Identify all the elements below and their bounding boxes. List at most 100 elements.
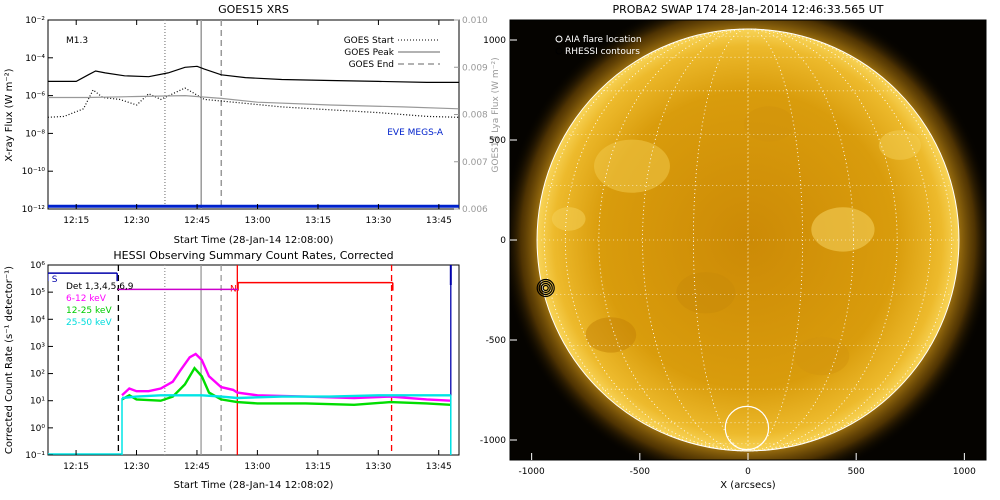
goes-y2-ticks: 0.010 0.009 0.008 0.007 0.006 (454, 16, 488, 215)
swap-legend: AIA flare location RHESSI contours (555, 35, 642, 57)
swap-y-tick-label: -1000 (480, 436, 506, 446)
legend-goes-end: GOES End (349, 60, 394, 70)
hessi-y-tick-label: 10⁵ (30, 288, 45, 298)
swap-x-tick-label: -500 (630, 467, 651, 477)
goes-y2-tick-label: 0.008 (462, 111, 488, 121)
swap-x-ticks: -1000 -500 0 500 1000 (519, 453, 976, 477)
goes-y-axis-label: X-ray Flux (W m⁻²) (4, 68, 15, 161)
swap-image-panel: PROBA2 SWAP 174 28-Jan-2014 12:46:33.565… (480, 3, 987, 491)
swap-y-tick-label: 1000 (483, 36, 506, 46)
swap-x-tick-label: 500 (848, 467, 865, 477)
hessi-flag-label-0: S (52, 275, 58, 285)
hessi-series-25-50-keV (121, 394, 451, 400)
hessi-panel: HESSI Observing Summary Count Rates, Cor… (4, 249, 460, 491)
goes-x-tick-label: 12:45 (184, 216, 210, 226)
legend-12-25-kev: 12-25 keV (66, 306, 112, 316)
rhessi-contour-1 (540, 282, 551, 294)
goes-y-tick-label: 10⁻¹⁰ (22, 167, 46, 177)
hessi-x-ticks: 12:15 12:30 12:45 13:00 13:15 13:30 13:45 (63, 450, 452, 472)
goes-x-ticks: 12:15 12:30 12:45 13:00 13:15 13:30 13:45 (63, 20, 452, 226)
hessi-x-tick-label: 12:30 (124, 462, 150, 472)
hessi-detectors-label: Det 1,3,4,5,6,9 (66, 282, 134, 292)
goes-legend: GOES Start GOES Peak GOES End (344, 36, 440, 70)
goes-y-tick-label: 10⁻⁶ (25, 92, 45, 102)
goes-y-tick-label: 10⁻¹² (22, 205, 46, 215)
goes-series-line-0 (48, 65, 459, 83)
goes-x-tick-label: 13:30 (365, 216, 391, 226)
legend-25-50-kev: 25-50 keV (66, 318, 112, 328)
surface-feature-5 (585, 317, 637, 353)
solar-limb (536, 28, 960, 452)
hessi-x-tick-label: 13:30 (365, 462, 391, 472)
goes-x-axis-label: Start Time (28-Jan-14 12:08:00) (174, 235, 334, 246)
goes-series-line-1 (48, 87, 459, 118)
hessi-y-tick-label: 10³ (30, 342, 45, 352)
goes-y-tick-label: 10⁻⁴ (25, 54, 45, 64)
eve-megs-label: EVE MEGS-A (387, 128, 444, 138)
hessi-y-tick-label: 10⁻¹ (25, 451, 45, 461)
hessi-x-tick-label: 12:45 (184, 462, 210, 472)
legend-rhessi-swatch (555, 47, 563, 55)
goes-y-ticks: 10⁻² 10⁻⁴ 10⁻⁶ 10⁻⁸ 10⁻¹⁰ 10⁻¹² (22, 16, 53, 215)
goes-time-markers (164, 20, 223, 209)
hessi-series-12-25-keV (121, 366, 451, 407)
hessi-series (48, 352, 452, 455)
swap-y-tick-label: -500 (486, 336, 507, 346)
swap-title: PROBA2 SWAP 174 28-Jan-2014 12:46:33.565… (612, 3, 883, 16)
swap-x-axis-label: X (arcsecs) (720, 480, 776, 491)
legend-goes-peak: GOES Peak (344, 48, 394, 58)
goes-x-tick-label: 13:00 (245, 216, 271, 226)
rhessi-contour-0 (542, 284, 549, 292)
swap-x-tick-label: -1000 (519, 467, 545, 477)
goes-y2-axis-label: GOES15 Lya Flux (W m⁻²) (491, 57, 501, 172)
goes-y-tick-label: 10⁻⁸ (25, 129, 45, 139)
solar-surface-texture (551, 106, 921, 376)
hessi-y-tick-label: 10⁶ (30, 261, 45, 271)
goes-x-tick-label: 13:45 (426, 216, 452, 226)
legend-6-12-kev: 6-12 keV (66, 294, 107, 304)
goes-y2-tick-label: 0.006 (462, 205, 488, 215)
goes-xrs-panel: GOES15 XRS 12:15 12:30 12:45 13:00 13:15 13:3… (4, 3, 501, 246)
goes-x-tick-label: 12:30 (124, 216, 150, 226)
goes-series-line-2 (48, 94, 459, 110)
goes-series (48, 65, 459, 208)
surface-feature-7 (551, 207, 586, 231)
hessi-x-tick-label: 13:00 (244, 462, 270, 472)
hessi-x-tick-label: 13:45 (426, 462, 452, 472)
legend-aia-swatch (555, 35, 563, 43)
rhessi-contour-2 (538, 280, 553, 296)
goes-y-tick-label: 10⁻² (25, 16, 45, 26)
surface-feature-6 (794, 336, 850, 376)
goes-title: GOES15 XRS (218, 3, 289, 16)
hessi-flags: SN (48, 265, 452, 295)
swap-x-tick-label: 1000 (953, 467, 976, 477)
grid-longitude-line (642, 28, 854, 452)
hessi-time-markers (117, 265, 452, 455)
rhessi-contours (536, 278, 555, 298)
surface-feature-3 (676, 272, 736, 314)
swap-x-tick-label: 0 (745, 467, 751, 477)
goes-y2-tick-label: 0.007 (462, 158, 488, 168)
hessi-y-tick-label: 10¹ (30, 397, 45, 407)
surface-feature-4 (743, 106, 795, 142)
goes-x-tick-label: 12:15 (63, 216, 89, 226)
rhessi-contour-3 (536, 278, 555, 298)
hessi-y-axis-label: Corrected Count Rate (s⁻¹ detector⁻¹) (4, 266, 15, 454)
swap-y-tick-label: 0 (500, 236, 506, 246)
surface-feature-0 (594, 139, 670, 193)
goes-y2-tick-label: 0.010 (462, 16, 488, 26)
swap-y-ticks: 1000 500 0 -500 -1000 (480, 36, 517, 446)
surface-feature-2 (878, 130, 921, 160)
goes-y2-tick-label: 0.009 (462, 63, 488, 73)
hessi-y-tick-label: 10² (30, 370, 45, 380)
hessi-plot-frame (47, 264, 460, 456)
goes-x-tick-label: 13:15 (305, 216, 331, 226)
hessi-y-ticks: 10⁶ 10⁵ 10⁴ 10³ 10² 10¹ 10⁰ 10⁻¹ (25, 261, 53, 461)
hessi-x-axis-label: Start Time (28-Jan-14 12:08:02) (174, 480, 334, 491)
hessi-x-tick-label: 12:15 (63, 462, 89, 472)
hessi-y-tick-label: 10⁴ (30, 315, 45, 325)
legend-aia-flare-location: AIA flare location (565, 35, 642, 45)
surface-feature-1 (811, 207, 875, 252)
legend-rhessi-contours: RHESSI contours (565, 47, 640, 57)
